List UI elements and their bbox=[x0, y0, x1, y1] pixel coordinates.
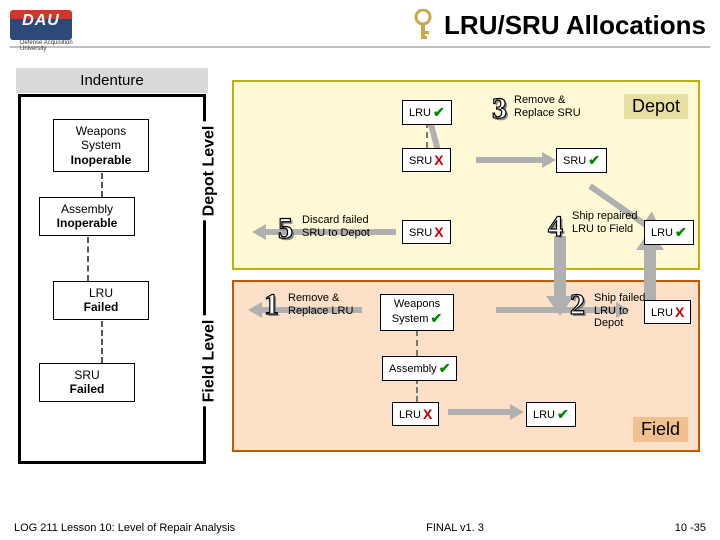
x-icon: X bbox=[423, 406, 432, 422]
header-divider bbox=[10, 46, 710, 48]
x-icon: X bbox=[434, 224, 443, 240]
comp-depot-sru-bad: SRUX bbox=[402, 148, 451, 172]
comp-field-assembly: Assembly✔ bbox=[382, 356, 457, 381]
step-2-label: Ship failed LRU to Depot bbox=[594, 292, 648, 330]
node-sru: SRU Failed bbox=[39, 363, 135, 402]
check-icon: ✔ bbox=[588, 152, 600, 169]
field-region: Field Weapons System✔ Assembly✔ LRUX LRU… bbox=[232, 280, 700, 452]
connector bbox=[101, 173, 103, 197]
comp-field-weapons: Weapons System✔ bbox=[380, 294, 454, 331]
step-4-number: 4 bbox=[548, 210, 563, 244]
node-lru: LRU Failed bbox=[53, 281, 149, 320]
connector bbox=[87, 237, 89, 281]
step-5-label: Discard failed SRU to Depot bbox=[302, 214, 386, 239]
logo-subtitle: Defense Acquisition University bbox=[20, 40, 78, 52]
diagram-stage: Indenture Weapons System Inoperable Asse… bbox=[10, 60, 710, 490]
step-1-number: 1 bbox=[264, 288, 279, 322]
key-icon bbox=[410, 9, 436, 41]
depot-region-label: Depot bbox=[624, 94, 688, 119]
depot-level-label: Depot Level bbox=[198, 122, 220, 221]
connector bbox=[101, 321, 103, 363]
check-icon: ✔ bbox=[433, 104, 445, 121]
field-level-label: Field Level bbox=[198, 316, 220, 407]
node-weapons-system: Weapons System Inoperable bbox=[53, 119, 149, 172]
indenture-header: Indenture bbox=[16, 68, 208, 93]
slide-footer: LOG 211 Lesson 10: Level of Repair Analy… bbox=[0, 522, 720, 534]
step-3-label: Remove & Replace SRU bbox=[514, 94, 588, 119]
step-1-label: Remove & Replace LRU bbox=[288, 292, 360, 317]
node-assembly: Assembly Inoperable bbox=[39, 197, 135, 236]
x-icon: X bbox=[434, 152, 443, 168]
dau-logo bbox=[10, 10, 72, 40]
comp-depot-sru-bad2: SRUX bbox=[402, 220, 451, 244]
footer-right: 10 -35 bbox=[675, 522, 706, 534]
check-icon: ✔ bbox=[675, 224, 687, 241]
comp-depot-sru-ok: SRU✔ bbox=[556, 148, 607, 173]
page-title: LRU/SRU Allocations bbox=[444, 10, 706, 41]
comp-depot-lru-ok2: LRU✔ bbox=[644, 220, 694, 245]
step-2-number: 2 bbox=[570, 288, 585, 322]
step-3-number: 3 bbox=[492, 92, 507, 126]
x-icon: X bbox=[675, 304, 684, 320]
step-5-number: 5 bbox=[278, 212, 293, 246]
comp-field-lru-bad2: LRUX bbox=[644, 300, 691, 324]
check-icon: ✔ bbox=[439, 360, 451, 377]
comp-field-lru-ok: LRU✔ bbox=[526, 402, 576, 427]
comp-field-lru-bad: LRUX bbox=[392, 402, 439, 426]
step-4-label: Ship repaired LRU to Field bbox=[572, 210, 638, 235]
check-icon: ✔ bbox=[430, 310, 442, 327]
check-icon: ✔ bbox=[557, 406, 569, 423]
footer-left: LOG 211 Lesson 10: Level of Repair Analy… bbox=[14, 522, 235, 534]
field-region-label: Field bbox=[633, 417, 688, 442]
indenture-panel: Weapons System Inoperable Assembly Inope… bbox=[18, 94, 206, 464]
comp-depot-lru: LRU✔ bbox=[402, 100, 452, 125]
footer-center: FINAL v1. 3 bbox=[426, 522, 484, 534]
